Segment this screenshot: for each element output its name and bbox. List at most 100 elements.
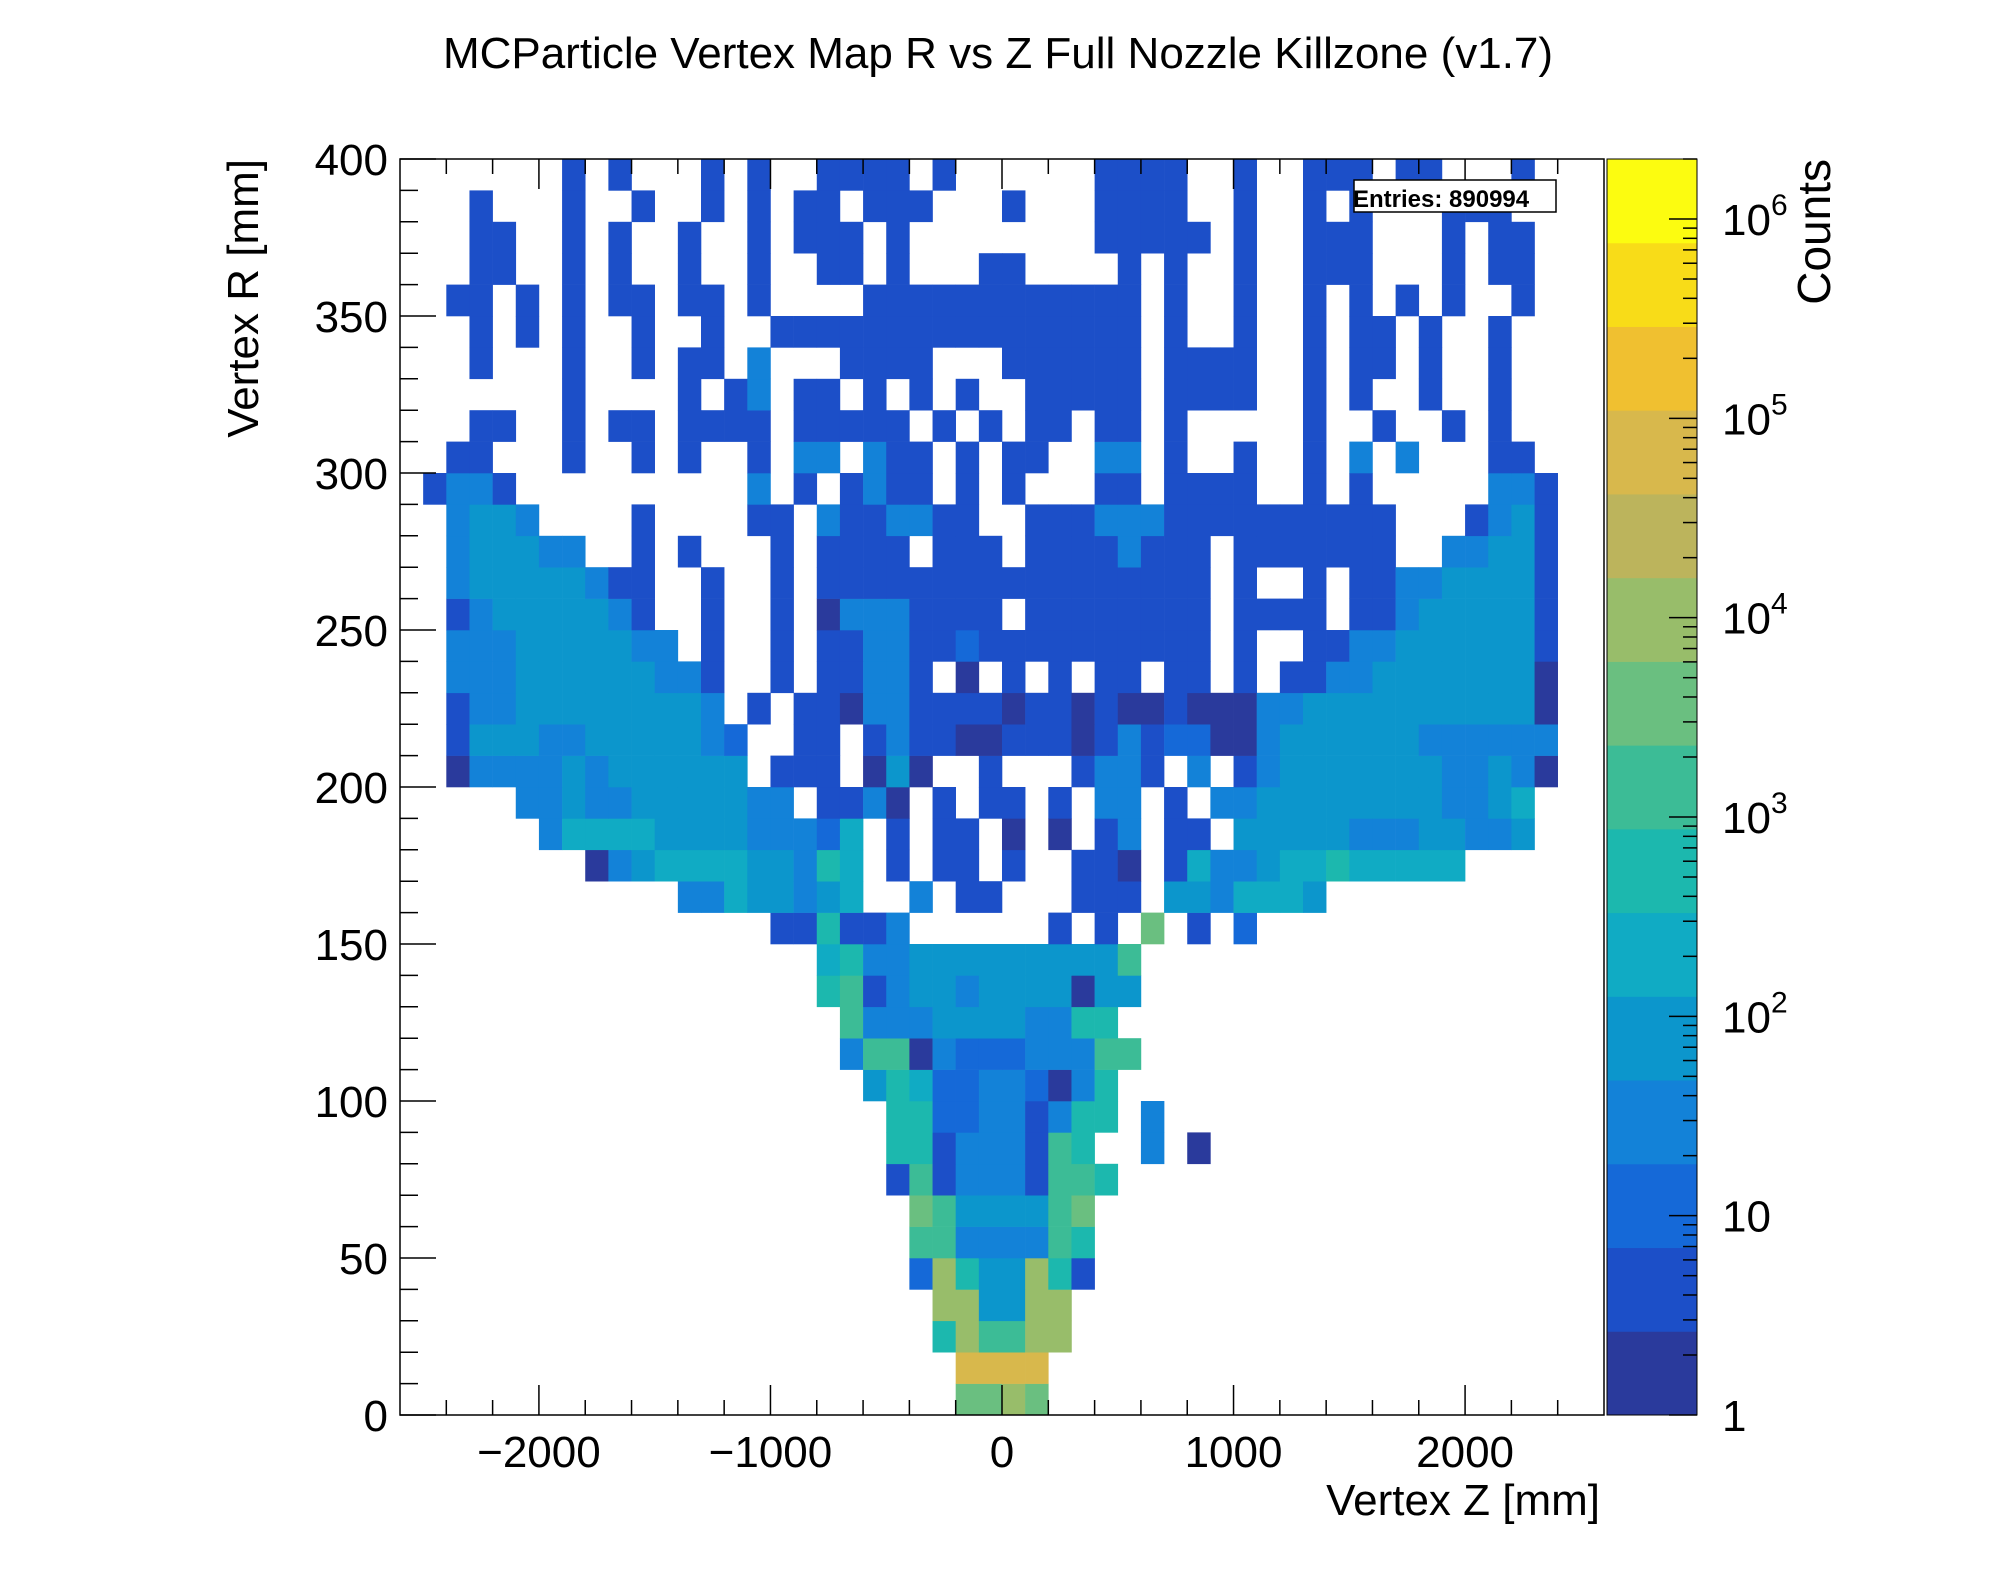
heatmap-cell <box>585 787 608 819</box>
heatmap-cell <box>1349 504 1372 536</box>
heatmap-cell <box>562 347 585 379</box>
heatmap-cell <box>1303 253 1326 285</box>
heatmap-cell <box>1002 1132 1025 1164</box>
heatmap-cell <box>1280 536 1303 568</box>
heatmap-cell <box>469 442 492 474</box>
heatmap-cell <box>840 410 863 442</box>
heatmap-cell <box>1488 599 1511 631</box>
heatmap-cell <box>1118 693 1141 725</box>
heatmap-cell <box>886 316 909 348</box>
heatmap-cell <box>1164 316 1187 348</box>
heatmap-cell <box>747 253 770 285</box>
heatmap-cell <box>933 630 956 662</box>
heatmap-cell <box>886 913 909 945</box>
heatmap-cell <box>1234 159 1257 191</box>
heatmap-cell <box>747 190 770 222</box>
heatmap-cell <box>886 253 909 285</box>
stats-entries-value: 890994 <box>1449 186 1530 213</box>
heatmap-cell <box>1257 881 1280 913</box>
heatmap-cell <box>1071 379 1094 411</box>
heatmap-cell <box>1048 818 1071 850</box>
y-tick-label: 200 <box>315 764 388 813</box>
heatmap-cell <box>469 599 492 631</box>
heatmap-cell <box>562 442 585 474</box>
heatmap-cell <box>1025 1007 1048 1039</box>
heatmap-cell <box>886 787 909 819</box>
heatmap-cell <box>909 599 932 631</box>
heatmap-cell <box>632 504 655 536</box>
heatmap-cell <box>1280 693 1303 725</box>
heatmap-cell <box>655 693 678 725</box>
heatmap-cell <box>1396 599 1419 631</box>
stats-box: Entries: 890994 <box>1353 180 1556 213</box>
heatmap-cell <box>1164 693 1187 725</box>
y-tick-label: 400 <box>315 136 388 185</box>
heatmap-cell <box>1118 756 1141 788</box>
heatmap-cell <box>493 410 516 442</box>
heatmap-cell <box>1488 536 1511 568</box>
heatmap-cell <box>979 1038 1002 1070</box>
heatmap-cell <box>469 347 492 379</box>
heatmap-cell <box>1002 316 1025 348</box>
heatmap-cell <box>1257 756 1280 788</box>
heatmap-cell <box>585 756 608 788</box>
heatmap-cell <box>1118 159 1141 191</box>
heatmap-cell <box>747 285 770 317</box>
heatmap-cell <box>1095 1101 1118 1133</box>
heatmap-cell <box>1118 190 1141 222</box>
heatmap-cell <box>979 536 1002 568</box>
heatmap-cell <box>1488 222 1511 254</box>
heatmap-cell <box>956 881 979 913</box>
heatmap-cell <box>1002 850 1025 882</box>
heatmap-cell <box>1164 222 1187 254</box>
y-tick-label: 100 <box>315 1078 388 1127</box>
heatmap-cell <box>1048 1132 1071 1164</box>
heatmap-cell <box>1025 1321 1048 1353</box>
heatmap-cell <box>1349 285 1372 317</box>
heatmap-cell <box>655 724 678 756</box>
heatmap-cell <box>1442 850 1465 882</box>
heatmap-cell <box>469 473 492 505</box>
heatmap-cell <box>562 599 585 631</box>
heatmap-cell <box>1511 504 1534 536</box>
heatmap-cell <box>863 347 886 379</box>
heatmap-cell <box>1164 661 1187 693</box>
heatmap-cell <box>701 159 724 191</box>
heatmap-cell <box>1025 285 1048 317</box>
heatmap-cell <box>1234 379 1257 411</box>
heatmap-cell <box>817 850 840 882</box>
heatmap-cell <box>655 661 678 693</box>
heatmap-cell <box>1025 347 1048 379</box>
heatmap-cell <box>1372 724 1395 756</box>
heatmap-cell <box>956 1070 979 1102</box>
heatmap-cell <box>1071 693 1094 725</box>
heatmap-cell <box>1071 975 1094 1007</box>
heatmap-cell <box>1535 536 1558 568</box>
heatmap-cell <box>1048 567 1071 599</box>
heatmap-cell <box>1349 567 1372 599</box>
heatmap-cell <box>863 913 886 945</box>
heatmap-cell <box>1002 1007 1025 1039</box>
heatmap-cell <box>1234 913 1257 945</box>
heatmap-cell <box>1118 944 1141 976</box>
heatmap-cell <box>632 850 655 882</box>
heatmap-cell <box>1303 410 1326 442</box>
heatmap-cell <box>933 787 956 819</box>
heatmap-cell <box>562 724 585 756</box>
x-tick-label: −2000 <box>477 1428 601 1477</box>
heatmap-cell <box>863 504 886 536</box>
heatmap-cell <box>956 1101 979 1133</box>
heatmap-cell <box>909 1101 932 1133</box>
color-scale-step <box>1607 243 1697 327</box>
heatmap-cell <box>1025 1227 1048 1259</box>
heatmap-cell <box>886 347 909 379</box>
heatmap-cell <box>1187 222 1210 254</box>
heatmap-cell <box>1095 316 1118 348</box>
heatmap-cell <box>1187 1132 1210 1164</box>
heatmap-cell <box>747 222 770 254</box>
heatmap-cell <box>1025 1352 1048 1384</box>
heatmap-cell <box>1095 222 1118 254</box>
heatmap-cell <box>909 504 932 536</box>
heatmap-cell <box>678 818 701 850</box>
heatmap-cell <box>1118 410 1141 442</box>
